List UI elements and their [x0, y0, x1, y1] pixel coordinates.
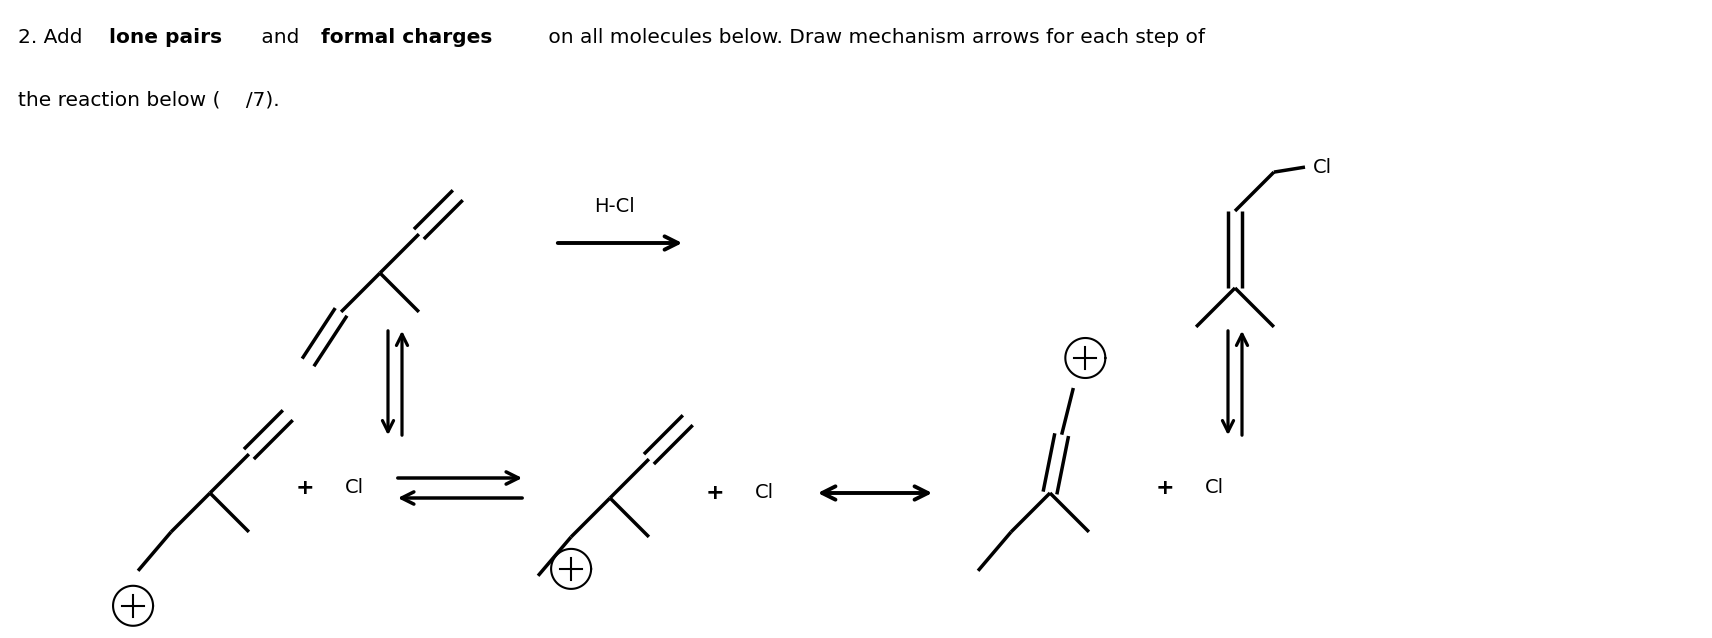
- Text: and: and: [255, 28, 306, 47]
- Text: Cl: Cl: [346, 478, 365, 498]
- Text: Cl: Cl: [1205, 478, 1224, 498]
- Text: on all molecules below. Draw mechanism arrows for each step of: on all molecules below. Draw mechanism a…: [543, 28, 1205, 47]
- Text: +: +: [705, 483, 724, 503]
- Text: the reaction below (    /7).: the reaction below ( /7).: [19, 90, 279, 109]
- Text: +: +: [1156, 478, 1174, 498]
- Text: Cl: Cl: [755, 484, 774, 503]
- Text: H-Cl: H-Cl: [594, 197, 635, 216]
- Text: 2. Add: 2. Add: [19, 28, 89, 47]
- Text: +: +: [296, 478, 315, 498]
- Text: formal charges: formal charges: [320, 28, 493, 47]
- Text: Cl: Cl: [1313, 158, 1332, 177]
- Text: lone pairs: lone pairs: [110, 28, 223, 47]
